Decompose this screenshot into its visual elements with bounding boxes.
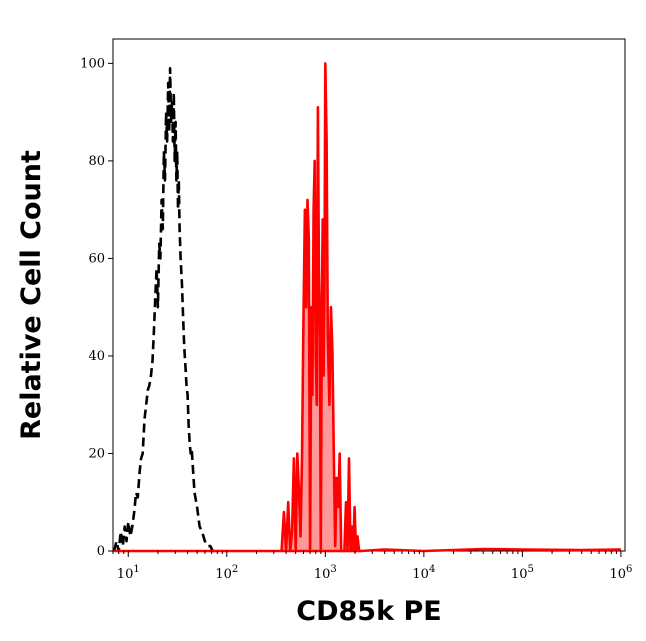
y-tick-label: 100 xyxy=(80,56,105,71)
x-tick-label: 102 xyxy=(215,564,238,582)
y-axis-title: Relative Cell Count xyxy=(16,150,47,440)
x-axis-ticks: 101 102 103 104 105 106 xyxy=(112,551,632,582)
y-tick-label: 80 xyxy=(88,154,105,169)
series-1-line xyxy=(280,62,361,553)
x-tick-label: 106 xyxy=(609,564,632,582)
x-tick-label: 104 xyxy=(412,564,435,582)
plot-frame xyxy=(112,38,626,552)
y-tick-label: 40 xyxy=(88,349,105,364)
series-2-line xyxy=(114,547,621,553)
x-tick-label: 105 xyxy=(511,564,534,582)
y-axis-ticks: 0 20 40 60 80 100 xyxy=(80,56,113,559)
x-tick-label: 103 xyxy=(314,564,337,582)
y-tick-label: 20 xyxy=(88,446,105,461)
y-tick-label: 0 xyxy=(97,544,105,559)
series-0-line xyxy=(112,67,218,553)
x-tick-label: 101 xyxy=(117,564,140,582)
y-tick-label: 60 xyxy=(88,251,105,266)
series-layer xyxy=(112,62,621,553)
x-axis-title: CD85k PE xyxy=(296,596,441,627)
